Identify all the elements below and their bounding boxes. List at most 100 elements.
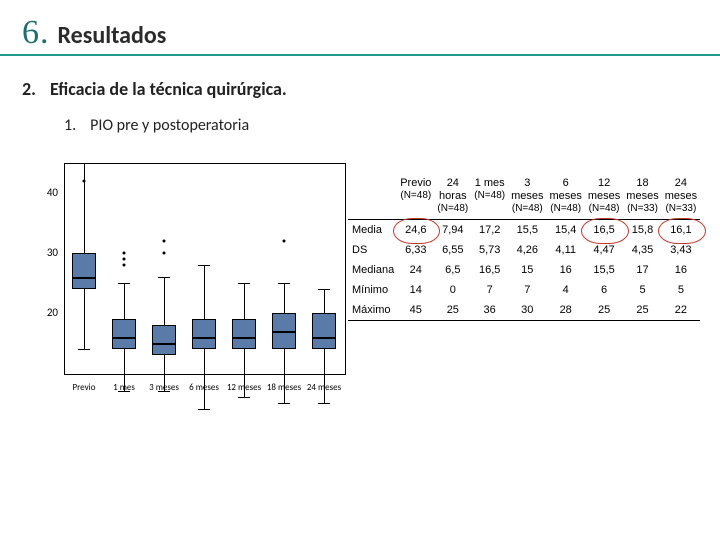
- whisker-cap: [118, 283, 130, 284]
- whisker: [164, 277, 165, 325]
- median-line: [312, 337, 337, 339]
- slide-root: { "title": {"number":"6.","text":"Result…: [0, 0, 720, 540]
- outlier-point: [123, 264, 126, 267]
- whisker-cap: [238, 283, 250, 284]
- table-cell: 22: [662, 300, 700, 321]
- row-header: Mínimo: [348, 280, 397, 300]
- x-tick: 12 meses: [227, 382, 261, 393]
- table-column-header: 24 meses(N=33): [662, 173, 700, 220]
- box: [72, 253, 97, 289]
- table-row: Media24,67,9417,215,515,416,515,816,1: [348, 220, 700, 241]
- outlier-point: [123, 252, 126, 255]
- stats-table: Previo(N=48)24 horas(N=48)1 mes(N=48)3 m…: [348, 173, 700, 321]
- table-cell: 6,5: [434, 260, 471, 280]
- table-cell: 15,8: [623, 220, 661, 241]
- x-tick: 18 meses: [267, 382, 301, 393]
- table-cell: 7: [471, 280, 508, 300]
- table-cell: 6,55: [434, 240, 471, 260]
- subitem-text: PIO pre y postoperatoria: [90, 116, 249, 135]
- whisker: [284, 283, 285, 313]
- table-cell: 4,11: [547, 240, 585, 260]
- table-corner: [348, 173, 397, 220]
- table-column-header: 24 horas(N=48): [434, 173, 471, 220]
- box: [152, 325, 177, 355]
- table-cell: 4,35: [623, 240, 661, 260]
- table-cell: 7,94: [434, 220, 471, 241]
- table-cell: 45: [397, 300, 434, 321]
- table-cell: 16: [662, 260, 700, 280]
- table-cell: 15,5: [585, 260, 623, 280]
- whisker: [284, 349, 285, 403]
- whisker-cap: [278, 403, 290, 404]
- section-number: 2.: [22, 78, 36, 100]
- whisker-cap: [78, 349, 90, 350]
- subitem-number: 1.: [64, 116, 76, 135]
- median-line: [152, 343, 177, 345]
- stats-table-wrapper: Previo(N=48)24 horas(N=48)1 mes(N=48)3 m…: [348, 173, 698, 413]
- table-cell: 17: [623, 260, 661, 280]
- table-cell: 15,4: [547, 220, 585, 241]
- median-line: [112, 337, 137, 339]
- table-cell: 4,26: [508, 240, 546, 260]
- x-tick: 3 meses: [149, 382, 179, 393]
- whisker-cap: [198, 409, 210, 410]
- table-cell: 25: [623, 300, 661, 321]
- table-column-header: Previo(N=48): [397, 173, 434, 220]
- table-cell: 7: [508, 280, 546, 300]
- boxplot-chart: 203040Previo1 mes3 meses6 meses12 meses1…: [22, 153, 336, 413]
- whisker-cap: [278, 283, 290, 284]
- table-cell: 5,73: [471, 240, 508, 260]
- table-cell: 4: [547, 280, 585, 300]
- table-cell: 16,5: [471, 260, 508, 280]
- table-row: Mediana246,516,5151615,51716: [348, 260, 700, 280]
- x-tick: 24 meses: [307, 382, 341, 393]
- section-row: 2. Eficacia de la técnica quirúrgica.: [22, 78, 698, 100]
- table-cell: 24,6: [397, 220, 434, 241]
- table-cell: 16,1: [662, 220, 700, 241]
- row-header: DS: [348, 240, 397, 260]
- y-tick: 20: [36, 306, 58, 319]
- table-row: DS6,336,555,734,264,114,474,353,43: [348, 240, 700, 260]
- table-column-header: 18 meses(N=33): [623, 173, 661, 220]
- row-header: Media: [348, 220, 397, 241]
- table-cell: 4,47: [585, 240, 623, 260]
- median-line: [72, 277, 97, 279]
- whisker: [84, 163, 85, 253]
- outlier-point: [283, 240, 286, 243]
- row-header: Máximo: [348, 300, 397, 321]
- table-cell: 6: [585, 280, 623, 300]
- whisker-cap: [318, 403, 330, 404]
- section-text: Eficacia de la técnica quirúrgica.: [50, 78, 287, 100]
- table-cell: 5: [662, 280, 700, 300]
- title-rule: [0, 54, 720, 56]
- whisker: [324, 289, 325, 313]
- table-row: Mínimo140774655: [348, 280, 700, 300]
- table-cell: 3,43: [662, 240, 700, 260]
- table-column-header: 1 mes(N=48): [471, 173, 508, 220]
- subitem-row: 1. PIO pre y postoperatoria: [64, 116, 698, 135]
- whisker-cap: [158, 277, 170, 278]
- box: [312, 313, 337, 349]
- row-header: Mediana: [348, 260, 397, 280]
- outlier-point: [83, 180, 86, 183]
- table-header-row: Previo(N=48)24 horas(N=48)1 mes(N=48)3 m…: [348, 173, 700, 220]
- table-column-header: 12 meses(N=48): [585, 173, 623, 220]
- box: [232, 319, 257, 349]
- table-cell: 25: [434, 300, 471, 321]
- outlier-point: [163, 252, 166, 255]
- table-cell: 0: [434, 280, 471, 300]
- title-number: 6.: [22, 14, 50, 52]
- content-row: 203040Previo1 mes3 meses6 meses12 meses1…: [22, 153, 698, 413]
- whisker-cap: [238, 397, 250, 398]
- table-cell: 16,5: [585, 220, 623, 241]
- whisker: [324, 349, 325, 403]
- y-tick: 30: [36, 246, 58, 259]
- x-tick: 6 meses: [189, 382, 219, 393]
- median-line: [232, 337, 257, 339]
- table-column-header: 6 meses(N=48): [547, 173, 585, 220]
- whisker: [124, 283, 125, 319]
- whisker: [204, 265, 205, 319]
- median-line: [272, 331, 297, 333]
- table-cell: 6,33: [397, 240, 434, 260]
- table-cell: 17,2: [471, 220, 508, 241]
